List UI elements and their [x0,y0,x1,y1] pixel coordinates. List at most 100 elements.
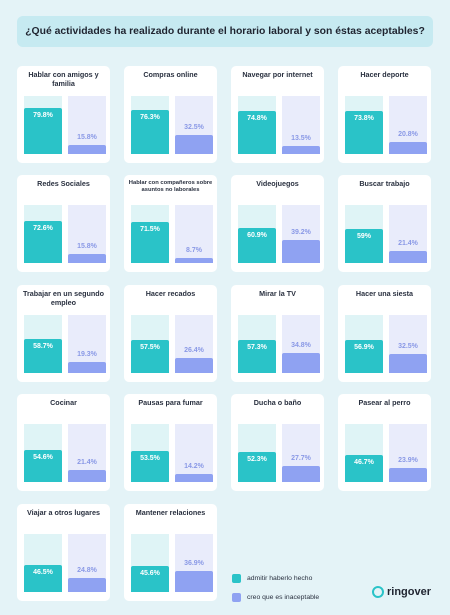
bar-track-unacceptable: 27.7% [282,424,320,482]
activity-card: Hablar con amigos y familia 79.8% 15.8% [17,66,110,163]
data-label-done: 53.5% [140,455,160,462]
bar-track-unacceptable: 13.5% [282,96,320,154]
data-label-done: 72.6% [33,225,53,232]
data-label-done: 58.7% [33,343,53,350]
bar-track-done: 72.6% [24,205,62,263]
activity-label: Trabajar en un segundo empleo [22,289,105,307]
bar-track-unacceptable: 23.9% [389,424,427,482]
bar-unacceptable [389,468,427,482]
activity-card: Mirar la TV 57.3% 34.8% [231,285,324,382]
bar-track-done: 76.3% [131,96,169,154]
activity-label: Hablar con amigos y familia [28,70,99,88]
data-label-unacceptable: 15.8% [77,134,97,141]
bar-done [345,229,383,263]
activity-label: Hacer deporte [360,70,409,79]
activity-card: Trabajar en un segundo empleo 58.7% 19.3% [17,285,110,382]
data-label-done: 46.7% [354,459,374,466]
bar-unacceptable [68,145,106,154]
bar-track-done: 58.7% [24,315,62,373]
legend-label-unacceptable: creo que es inaceptable [247,594,320,601]
bar-done [131,451,169,482]
data-label-unacceptable: 26.4% [184,347,204,354]
bar-track-done: 57.5% [131,315,169,373]
activity-label: Compras online [143,70,198,79]
data-label-unacceptable: 32.5% [398,343,418,350]
data-label-unacceptable: 19.3% [77,351,97,358]
legend-item-unacceptable: creo que es inaceptable [232,593,372,602]
data-label-unacceptable: 21.4% [398,240,418,247]
bar-track-done: 59% [345,205,383,263]
ringover-logo-text: ringover [387,586,432,598]
bar-track-done: 56.9% [345,315,383,373]
data-label-unacceptable: 32.5% [184,124,204,131]
bar-done [131,566,169,592]
activity-label: Mantener relaciones [135,508,206,517]
bar-track-done: 73.8% [345,96,383,154]
bar-track-unacceptable: 36.9% [175,534,213,592]
data-label-done: 73.8% [354,115,374,122]
activity-label: Buscar trabajo [359,179,410,188]
activity-label: Mirar la TV [259,289,296,298]
data-label-done: 74.8% [247,115,267,122]
activity-card: Hacer deporte 73.8% 20.8% [338,66,431,163]
bar-unacceptable [282,146,320,154]
activity-card: Hacer una siesta 56.9% 32.5% [338,285,431,382]
activity-label: Hablar con compañeros sobre asuntos no l… [128,180,213,193]
bar-track-done: 74.8% [238,96,276,154]
activity-card: Navegar por internet 74.8% 13.5% [231,66,324,163]
data-label-done: 46.5% [33,569,53,576]
bar-track-unacceptable: 15.8% [68,205,106,263]
data-label-done: 57.5% [140,344,160,351]
data-label-done: 76.3% [140,114,160,121]
bar-done [345,111,383,154]
ringover-logo: ringover [372,586,431,598]
data-label-done: 52.3% [247,456,267,463]
data-label-unacceptable: 14.2% [184,463,204,470]
activity-card: Mantener relaciones 45.6% 36.9% [124,504,217,601]
bar-track-unacceptable: 19.3% [68,315,106,373]
data-label-done: 59% [356,233,371,240]
bar-done [131,110,169,154]
activity-card: Videojuegos 60.9% 39.2% [231,175,324,272]
bar-done [24,450,62,482]
bar-track-done: 52.3% [238,424,276,482]
bar-unacceptable [175,571,213,592]
activity-label: Redes Sociales [37,179,90,188]
bar-done [24,565,62,592]
bar-unacceptable [68,578,106,592]
activity-label: Pausas para fumar [138,398,203,407]
bar-track-done: 53.5% [131,424,169,482]
data-label-done: 79.8% [33,112,53,119]
bar-track-done: 57.3% [238,315,276,373]
bar-track-done: 46.7% [345,424,383,482]
bar-track-unacceptable: 32.5% [175,96,213,154]
bar-track-done: 60.9% [238,205,276,263]
bar-track-unacceptable: 34.8% [282,315,320,373]
activity-card: Hacer recados 57.5% 26.4% [124,285,217,382]
activity-card: Ducha o baño 52.3% 27.7% [231,394,324,491]
bar-done [238,228,276,263]
bar-unacceptable [68,254,106,263]
activity-card: Cocinar 54.6% 21.4% [17,394,110,491]
bar-unacceptable [282,353,320,373]
legend-swatch-done [232,574,241,583]
bar-unacceptable [282,240,320,263]
legend-item-done: admitir haberlo hecho [232,574,372,583]
activity-label: Navegar por internet [242,70,313,79]
bar-track-unacceptable: 8.7% [175,205,213,263]
bar-track-unacceptable: 15.8% [68,96,106,154]
bar-done [24,221,62,263]
data-label-unacceptable: 13.5% [291,135,311,142]
bar-track-done: 46.5% [24,534,62,592]
bar-unacceptable [175,358,213,373]
activity-card: Pausas para fumar 53.5% 14.2% [124,394,217,491]
bar-track-unacceptable: 14.2% [175,424,213,482]
ringover-logo-icon [372,586,384,598]
data-label-unacceptable: 24.8% [77,567,97,574]
activity-label: Hacer recados [145,289,196,298]
bar-done [24,339,62,373]
activity-card: Pasear al perro 46.7% 23.9% [338,394,431,491]
bar-track-unacceptable: 21.4% [68,424,106,482]
activity-label: Videojuegos [256,179,299,188]
bar-done [345,455,383,482]
